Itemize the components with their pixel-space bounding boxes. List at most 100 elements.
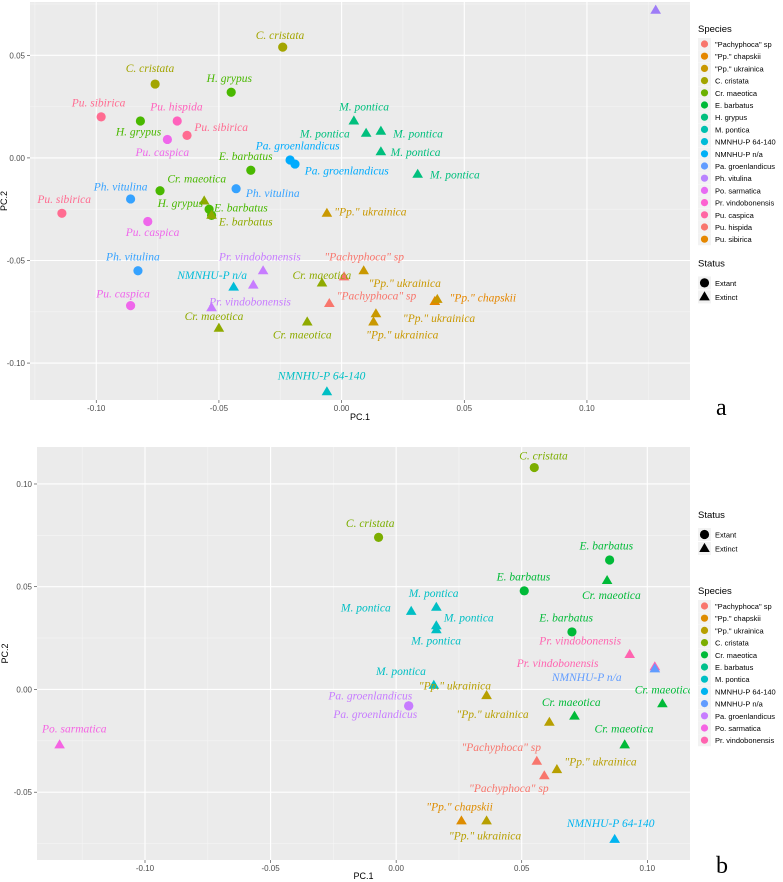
legend-species-key — [700, 223, 709, 231]
x-axis-title: PC.1 — [350, 412, 370, 422]
legend-species-label: "Pp." ukrainica — [715, 626, 765, 635]
point-label: "Pachyphoca" sp — [337, 290, 417, 302]
x-tick-label: 0.10 — [640, 864, 656, 873]
data-point — [96, 112, 106, 122]
legend-species-label: C. cristata — [715, 77, 750, 86]
data-point — [569, 710, 580, 720]
point-label: Pa. groenlandicus — [332, 709, 417, 721]
legend-species-key — [700, 162, 709, 170]
point-label: E. barbatus — [496, 572, 551, 584]
data-point — [551, 764, 563, 774]
data-point — [567, 627, 577, 637]
x-tick-label: 0.05 — [514, 864, 530, 873]
point-label: Ph. vitulina — [93, 182, 148, 194]
y-axis-title: PC.2 — [0, 643, 10, 663]
point-label: Pa. groenlandicus — [255, 141, 340, 153]
data-point — [133, 266, 143, 276]
data-point — [206, 302, 217, 312]
legend-species-label: E. barbatus — [715, 101, 754, 110]
y-tick-label: 0.05 — [16, 583, 32, 592]
y-tick-label: -0.05 — [14, 788, 33, 797]
x-tick-label: -0.10 — [136, 864, 155, 873]
data-point — [316, 277, 328, 287]
data-point — [226, 87, 236, 97]
legend-status-label: Extinct — [715, 293, 738, 302]
data-point — [198, 195, 210, 205]
data-point — [162, 134, 172, 145]
data-point — [368, 316, 379, 326]
legend-species-key — [700, 724, 709, 732]
x-tick-label: 0.00 — [334, 404, 350, 413]
legend-species-label: NMNHU-P 64-140 — [715, 687, 776, 696]
point-label: H. grypus — [157, 198, 204, 210]
data-point — [649, 663, 661, 673]
point-label: M. pontica — [299, 128, 350, 140]
legend-species-label: H. grypus — [715, 113, 747, 122]
point-label: Cr. maeotica — [185, 311, 244, 323]
legend-species-label: E. barbatus — [715, 663, 754, 672]
point-label: "Pachyphoca" sp — [461, 742, 541, 754]
data-point — [412, 168, 423, 178]
point-label: Pa. groenlandicus — [327, 691, 412, 703]
point-label: M. pontica — [390, 147, 441, 159]
point-label: "Pachyphoca" sp — [469, 783, 549, 795]
panel-b-chart: -0.10 -0.05 0.00 0.05 0.10 -0.05 0.00 0.05 0.10 P… — [0, 447, 776, 881]
data-point — [257, 265, 269, 275]
legend-species-key — [700, 40, 709, 48]
data-point — [375, 146, 387, 156]
legend-species-key — [700, 211, 709, 219]
legend-species-label: Pa. groenlandicus — [715, 712, 775, 721]
point-label: E. barbatus — [538, 613, 593, 625]
data-point — [321, 386, 333, 396]
data-point — [321, 207, 333, 217]
legend-status-title: Status — [698, 510, 725, 521]
point-label: "Pachyphoca" sp — [324, 251, 404, 263]
point-label: Pr. vindobonensis — [208, 297, 291, 309]
data-point — [338, 271, 350, 281]
point-label: "Pp." ukrainica — [419, 680, 492, 692]
legend-species-label: Pu. hispida — [715, 223, 753, 232]
y-tick-label: 0.05 — [9, 51, 25, 60]
point-label: E. barbatus — [213, 202, 268, 214]
legend-species-label: Po. sarmatica — [715, 186, 762, 195]
point-label: C. cristata — [126, 63, 175, 75]
legend-status-label: Extant — [715, 531, 737, 540]
data-point — [609, 833, 620, 843]
legend-species-label: C. cristata — [715, 639, 750, 648]
point-label: M. pontica — [375, 666, 426, 678]
legend-species-key — [700, 174, 709, 182]
legend-species-label: "Pp." chapskii — [715, 52, 761, 61]
legend-status-key — [699, 529, 710, 540]
point-label: Cr. maeotica — [293, 270, 352, 282]
legend-status-key — [699, 291, 710, 301]
point-label: Pu. sibirica — [193, 122, 248, 134]
plot-background — [30, 2, 690, 400]
point-label: Cr. maeotica — [167, 174, 226, 186]
point-label: Cr. maeotica — [635, 685, 694, 697]
data-point — [650, 4, 661, 14]
panel-a-chart: -0.10 -0.05 0.00 0.05 0.10 -0.10 -0.05 0.00 0.05… — [0, 2, 776, 422]
point-label: Pu. caspica — [95, 288, 150, 300]
point-label: M. pontica — [410, 635, 461, 647]
data-point — [432, 293, 443, 303]
data-point — [405, 605, 417, 615]
data-point — [431, 624, 442, 634]
point-label: NMNHU-P n/a — [551, 672, 622, 684]
legend-species-label: Pa. groenlandicus — [715, 162, 775, 171]
point-label: Ph. vitulina — [245, 188, 300, 200]
x-tick-label: 0.05 — [456, 404, 472, 413]
legend-species-label: Ph. vitulina — [715, 174, 753, 183]
legend-species-label: M. pontica — [715, 675, 750, 684]
x-tick-label: -0.10 — [87, 404, 106, 413]
point-label: M. pontica — [429, 169, 480, 181]
legend-species-title: Species — [698, 586, 732, 597]
legend-species-label: "Pachyphoca" sp — [715, 602, 772, 611]
point-label: Pu. caspica — [135, 147, 190, 159]
point-label: C. cristata — [519, 450, 568, 462]
data-point — [375, 125, 387, 135]
legend-species-label: Pr. vindobonensis — [715, 199, 774, 208]
data-point — [57, 208, 67, 218]
data-point — [544, 716, 555, 726]
point-label: Cr. maeotica — [542, 697, 601, 709]
point-label: Ph. vitulina — [105, 251, 160, 263]
